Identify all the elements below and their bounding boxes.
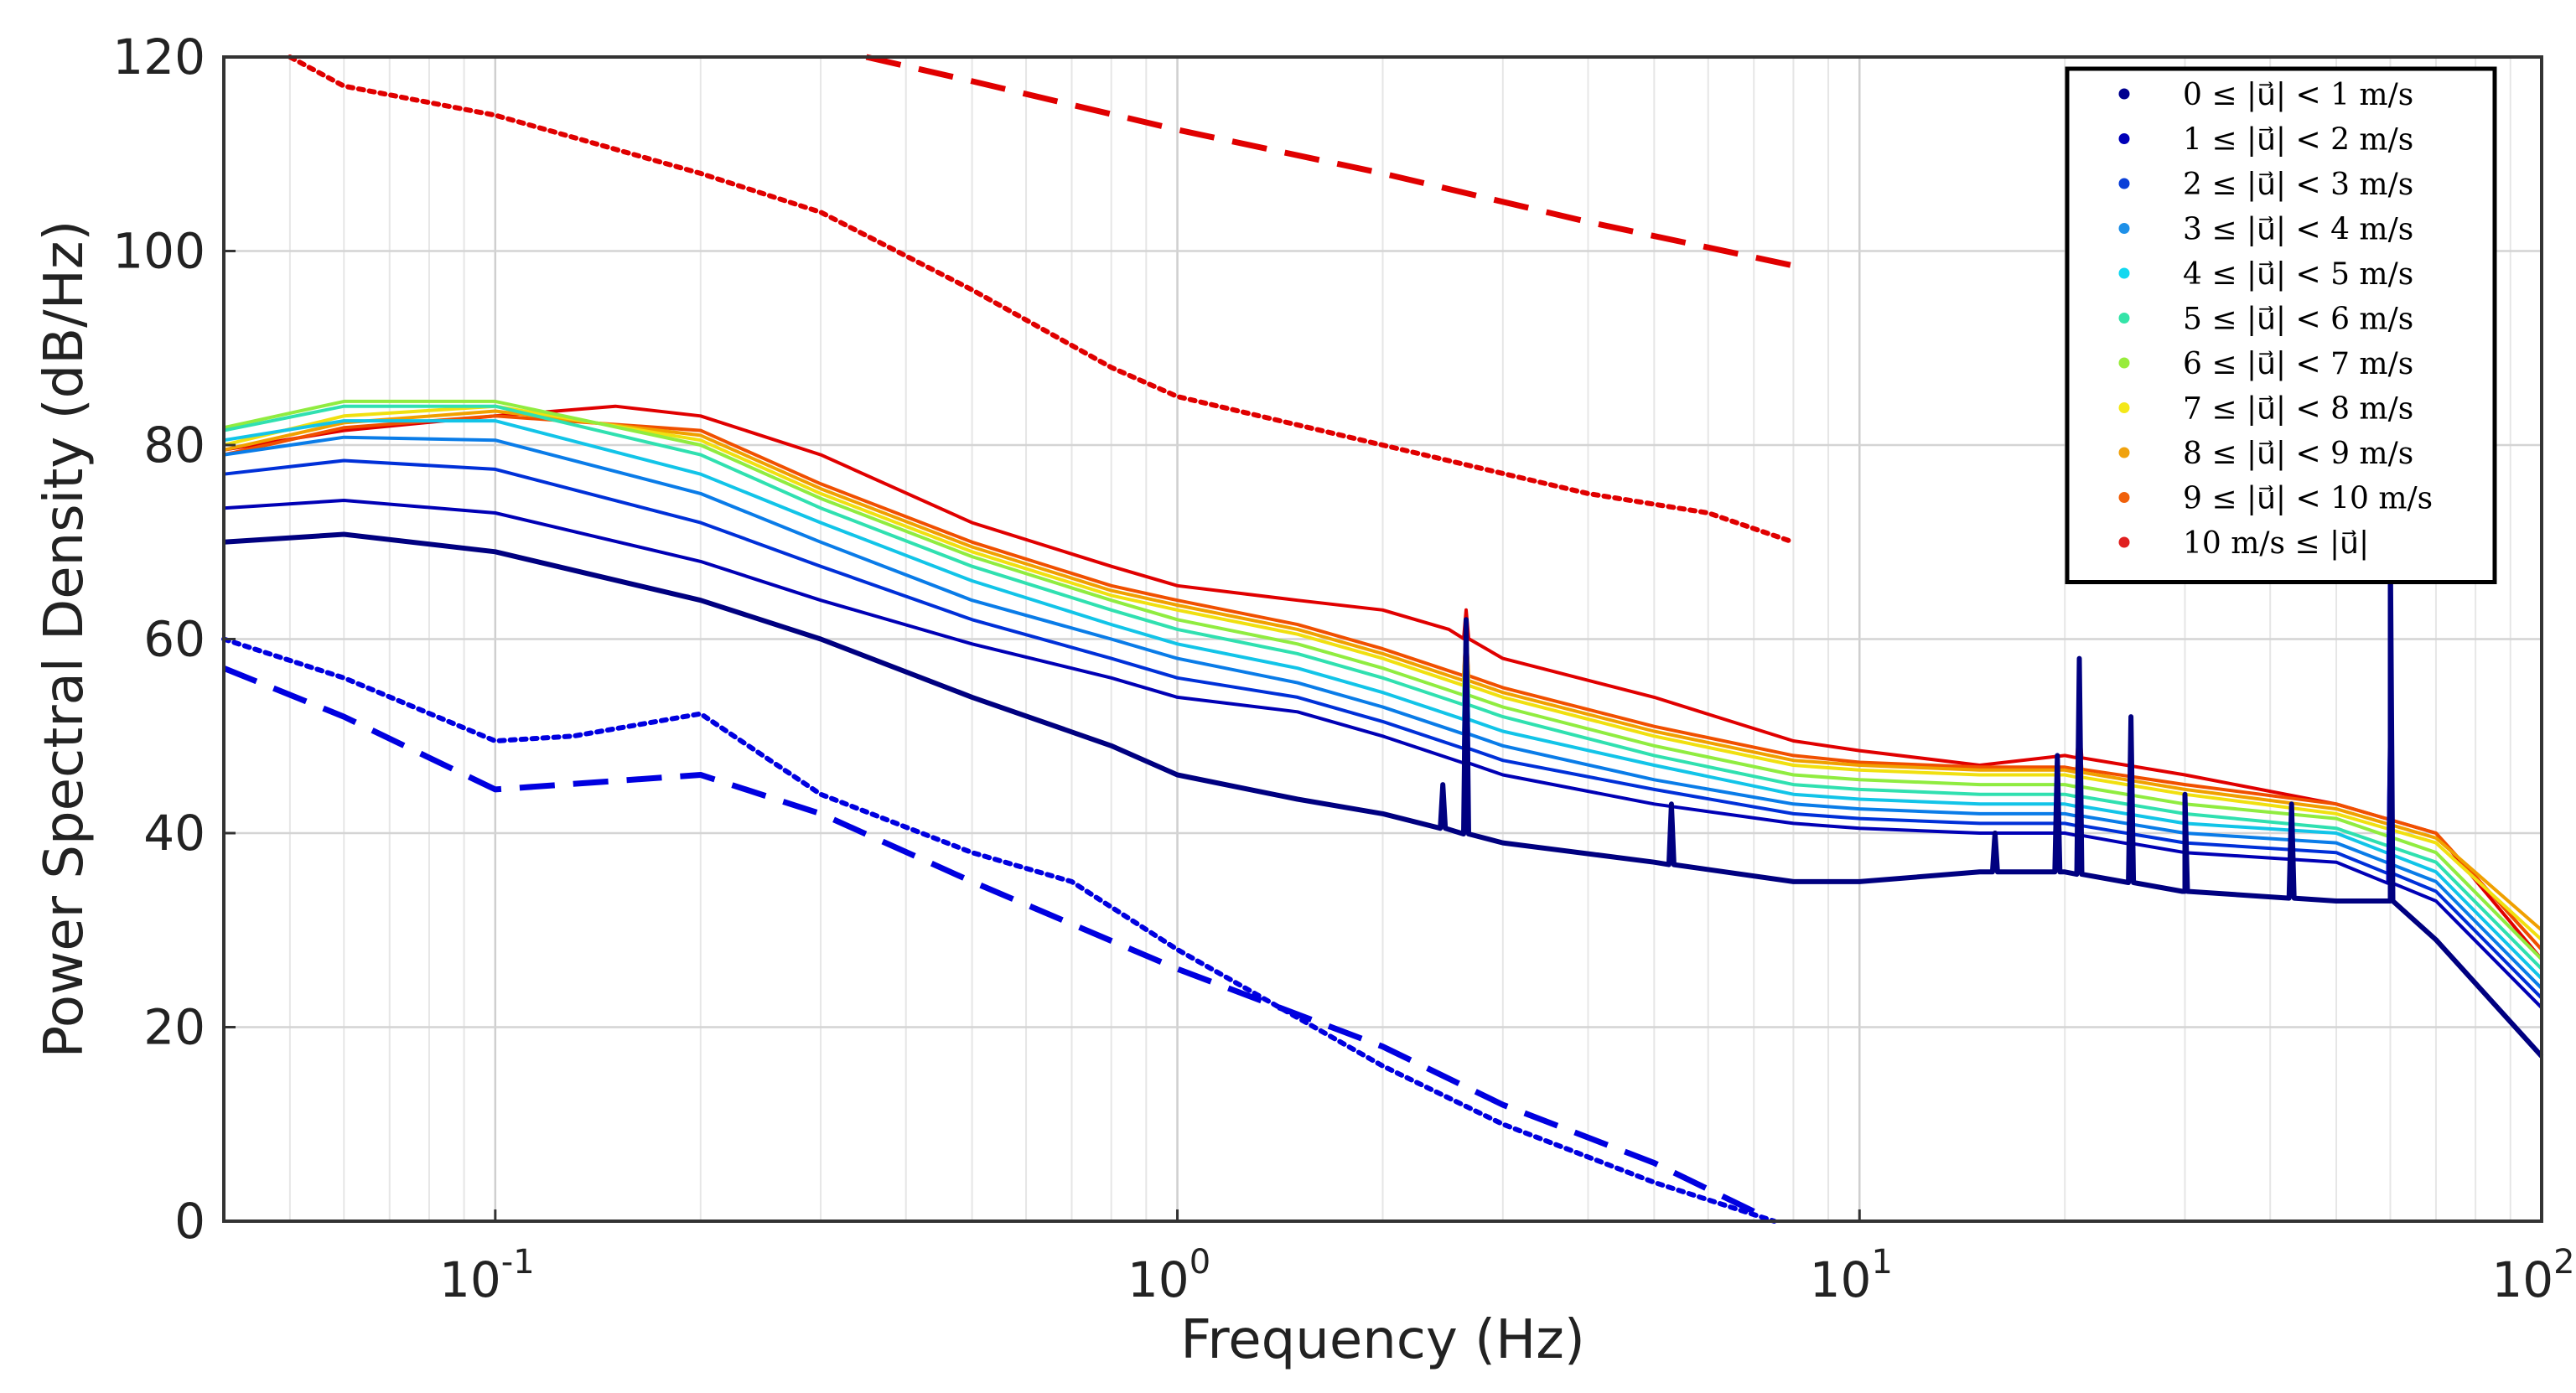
x-tick-label: 10-1 xyxy=(439,1243,535,1308)
legend-entry-label: 6 ≤ |u⃗| < 7 m/s xyxy=(2183,347,2413,381)
y-tick-label: 100 xyxy=(112,223,205,280)
legend-marker xyxy=(2118,267,2130,279)
legend-entry-label: 5 ≤ |u⃗| < 6 m/s xyxy=(2183,303,2413,337)
legend-marker xyxy=(2118,447,2130,458)
series-line-2 xyxy=(223,458,2543,1000)
y-tick-label: 80 xyxy=(143,417,205,474)
x-tick-label: 101 xyxy=(1810,1243,1893,1308)
legend-entry-label: 8 ≤ |u⃗| < 9 m/s xyxy=(2183,437,2413,471)
legend-entry-label: 3 ≤ |u⃗| < 4 m/s xyxy=(2183,213,2413,247)
legend-entry-label: 1 ≤ |u⃗| < 2 m/s xyxy=(2183,123,2413,158)
legend-entry-label: 0 ≤ |u⃗| < 1 m/s xyxy=(2183,78,2413,112)
y-tick-label: 20 xyxy=(143,999,205,1056)
series-line-1 xyxy=(223,499,2543,1009)
legend-marker xyxy=(2118,492,2130,503)
legend-marker xyxy=(2118,536,2130,548)
legend-marker xyxy=(2118,133,2130,144)
reference-dotted-line-12 xyxy=(287,54,1796,545)
legend: 0 ≤ |u⃗| < 1 m/s 1 ≤ |u⃗| < 2 m/s 2 ≤ |u⃗|… xyxy=(2065,66,2497,584)
legend-entry-label: 10 m/s ≤ |u⃗| xyxy=(2183,526,2369,561)
legend-entry-label: 9 ≤ |u⃗| < 10 m/s xyxy=(2183,482,2433,516)
series-line-0 xyxy=(223,531,2544,1059)
x-tick-label: 102 xyxy=(2491,1243,2574,1308)
legend-marker xyxy=(2118,402,2130,413)
reference-dashed-line-13 xyxy=(222,665,1755,1214)
legend-marker xyxy=(2118,357,2130,369)
series-layer xyxy=(221,54,2544,1224)
legend-marker xyxy=(2118,313,2130,324)
x-tick-label: 100 xyxy=(1127,1243,1210,1308)
reference-dashed-line-11 xyxy=(865,54,1795,269)
legend-entry-label: 7 ≤ |u⃗| < 8 m/s xyxy=(2183,392,2413,427)
legend-marker xyxy=(2118,178,2130,189)
y-tick-label: 40 xyxy=(143,805,205,862)
y-tick-label: 60 xyxy=(143,611,205,668)
x-axis-label: Frequency (Hz) xyxy=(1180,1309,1585,1371)
ticks: 0 20 40 60 80 100 120 10-1 100 101 102 xyxy=(112,28,2574,1308)
legend-marker xyxy=(2118,88,2130,100)
legend-box xyxy=(2065,66,2497,584)
reference-dotted-line-14 xyxy=(221,636,1777,1224)
legend-entry-label: 4 ≤ |u⃗| < 5 m/s xyxy=(2183,257,2413,292)
y-axis-label: Power Spectral Density (dB/Hz) xyxy=(34,220,96,1059)
legend-marker xyxy=(2118,223,2130,234)
y-tick-label: 0 xyxy=(174,1193,205,1250)
y-tick-label: 120 xyxy=(112,28,205,85)
legend-entry-label: 2 ≤ |u⃗| < 3 m/s xyxy=(2183,168,2413,202)
